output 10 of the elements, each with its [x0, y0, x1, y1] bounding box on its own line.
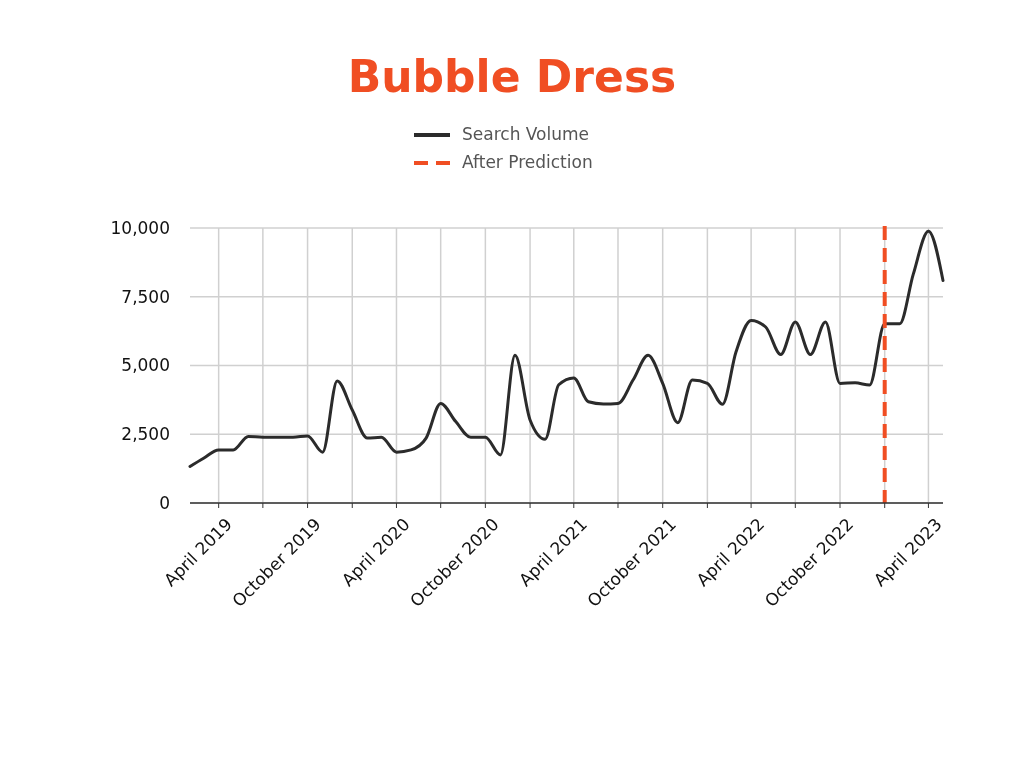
y-tick-label: 10,000 — [110, 217, 170, 238]
legend-label: After Prediction — [462, 152, 593, 172]
dashed-key: After Prediction — [414, 152, 593, 172]
y-tick-label: 0 — [159, 492, 170, 513]
y-tick-label: 2,500 — [121, 424, 170, 445]
y-tick-label: 5,000 — [121, 355, 170, 376]
y-tick-label: 7,500 — [121, 286, 170, 307]
legend-label: Search Volume — [462, 124, 590, 144]
line-series — [188, 229, 945, 468]
chart-title: Bubble Dress — [347, 51, 677, 102]
